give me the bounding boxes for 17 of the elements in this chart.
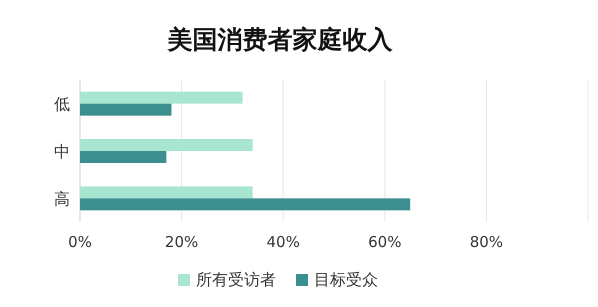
- bar: [80, 139, 253, 151]
- x-tick-label: 80%: [470, 233, 504, 251]
- x-tick-label: 60%: [368, 233, 402, 251]
- y-tick-label: 高: [54, 189, 70, 208]
- bar: [80, 151, 166, 163]
- bar: [80, 104, 172, 116]
- bar: [80, 198, 410, 210]
- x-tick-label: 40%: [266, 233, 300, 251]
- y-tick-label: 低: [54, 94, 70, 114]
- bar: [80, 186, 253, 198]
- chart-title: 美国消费者家庭收入: [166, 25, 394, 54]
- legend-label: 目标受众: [314, 270, 378, 289]
- x-tick-label: 20%: [164, 233, 198, 251]
- legend-label: 所有受访者: [196, 270, 276, 289]
- y-tick-label: 中: [54, 142, 70, 161]
- bar: [80, 92, 243, 104]
- x-tick-label: 0%: [68, 233, 92, 251]
